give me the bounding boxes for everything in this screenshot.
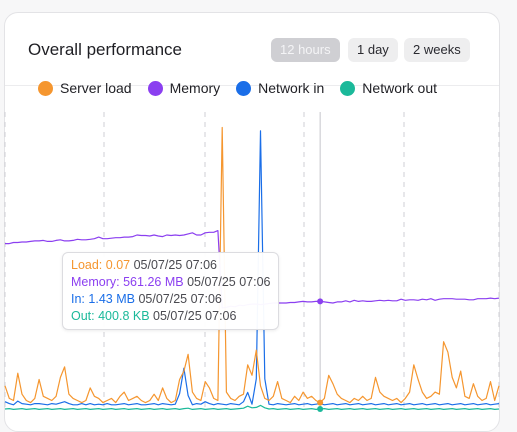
tooltip-out-time: 05/07/25 07:06 [153, 309, 237, 323]
card-title: Overall performance [28, 40, 183, 59]
hover-point-memory [317, 298, 324, 305]
range-1-day-button[interactable]: 1 day [348, 38, 398, 62]
performance-card: Overall performance 12 hours 1 day 2 wee… [4, 12, 500, 432]
tooltip-in-time: 05/07/25 07:06 [138, 292, 222, 306]
legend-item-network-out[interactable]: Network out [340, 80, 437, 96]
legend-label-memory: Memory [169, 80, 221, 96]
series-line-network-in [4, 130, 500, 406]
tooltip-row-memory: Memory: 561.26 MB 05/07/25 07:06 [71, 274, 270, 291]
legend-item-server-load[interactable]: Server load [38, 80, 132, 96]
network-in-swatch-icon [236, 80, 252, 96]
tooltip-out-label: Out: [71, 309, 95, 323]
tooltip-row-load: Load: 0.07 05/07/25 07:06 [71, 257, 270, 274]
header-divider [5, 85, 499, 86]
legend-label-network-out: Network out [362, 80, 437, 96]
tooltip-out-value: 400.8 KB [98, 309, 150, 323]
tooltip-load-time: 05/07/25 07:06 [133, 258, 218, 272]
legend-label-network-in: Network in [258, 80, 325, 96]
legend-item-memory[interactable]: Memory [147, 80, 221, 96]
memory-swatch-icon [147, 80, 163, 96]
tooltip-row-in: In: 1.43 MB 05/07/25 07:06 [71, 291, 270, 308]
legend-item-network-in[interactable]: Network in [236, 80, 324, 96]
performance-chart[interactable] [0, 0, 517, 422]
server-load-swatch-icon [38, 80, 53, 96]
tooltip-load-label: Load: [71, 258, 103, 272]
tooltip-memory-time: 05/07/25 07:06 [187, 275, 271, 289]
series-line-network-out [4, 404, 500, 410]
tooltip-memory-value: 561.26 MB [123, 275, 184, 289]
tooltip-memory-label: Memory: [71, 275, 120, 289]
legend-label-server-load: Server load [60, 80, 132, 96]
chart-legend: Server load Memory Network in Network ou… [38, 80, 437, 96]
hover-point-network-out [317, 406, 324, 412]
network-out-swatch-icon [340, 80, 356, 96]
range-12-hours-button[interactable]: 12 hours [271, 38, 340, 62]
hover-point-server-load [317, 399, 324, 406]
series-line-server-load [4, 126, 500, 404]
tooltip-load-value: 0.07 [105, 258, 131, 272]
tooltip-in-value: 1.43 MB [88, 292, 135, 306]
tooltip-in-label: In: [71, 292, 85, 306]
tooltip-row-out: Out: 400.8 KB 05/07/25 07:06 [71, 308, 270, 325]
range-2-weeks-button[interactable]: 2 weeks [404, 38, 470, 62]
chart-tooltip: Load: 0.07 05/07/25 07:06 Memory: 561.26… [62, 252, 280, 330]
